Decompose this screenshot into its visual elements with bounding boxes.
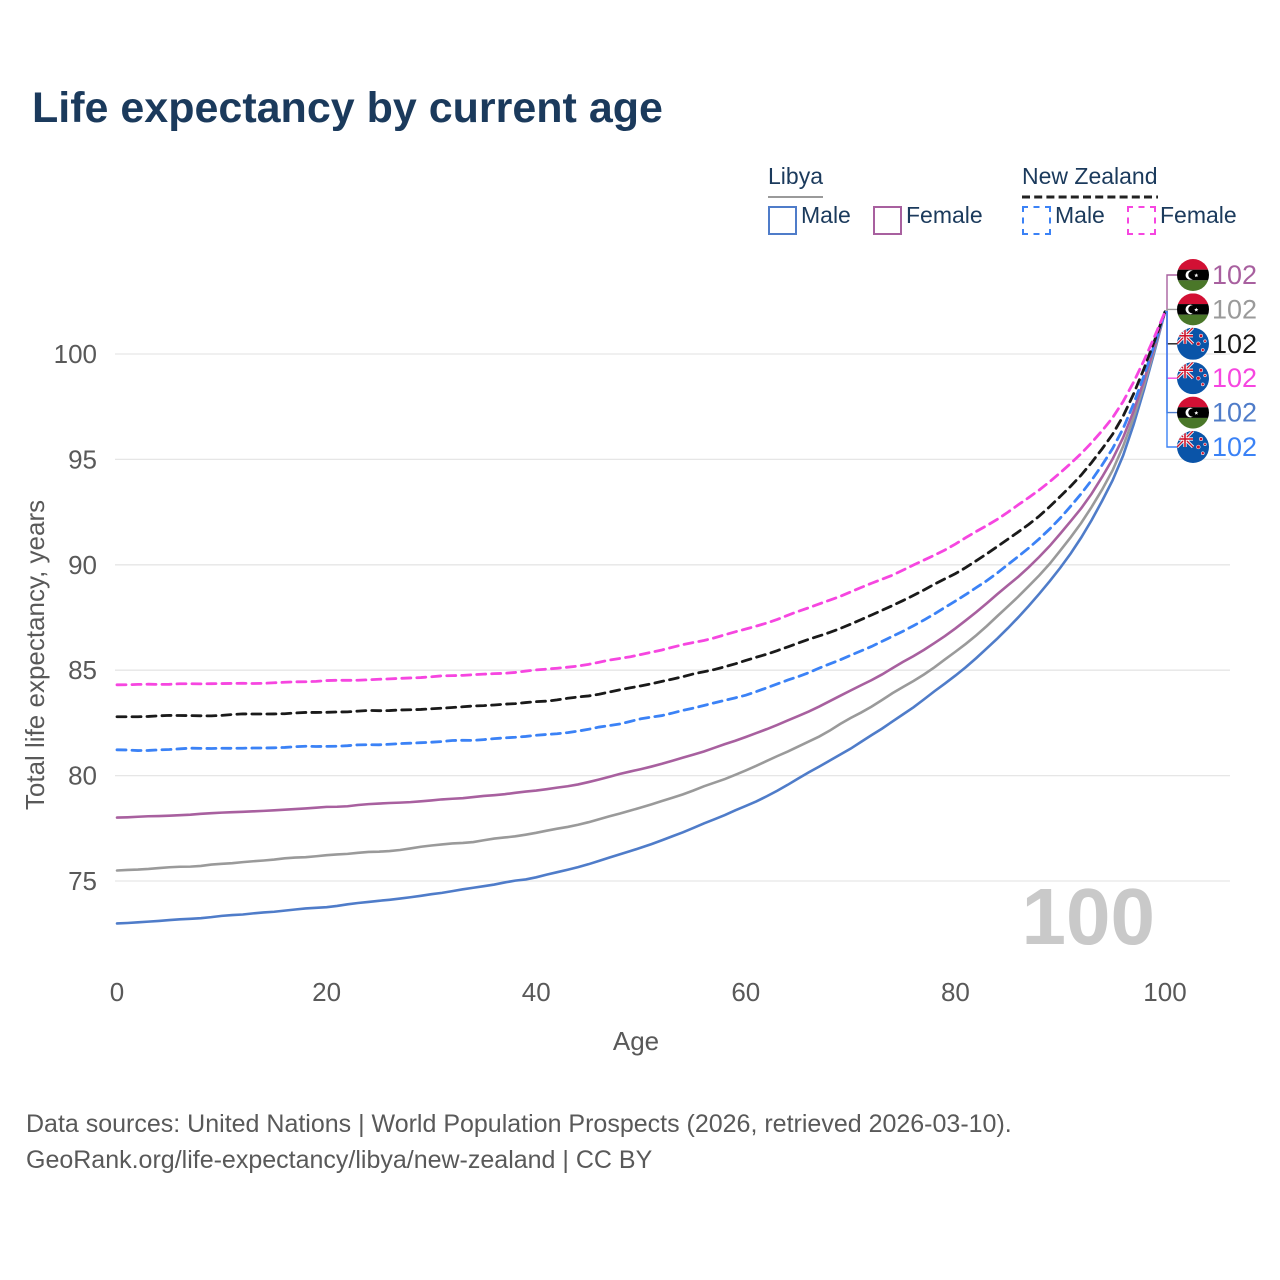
svg-text:85: 85 [68, 655, 97, 685]
svg-text:80: 80 [941, 977, 970, 1007]
svg-text:20: 20 [312, 977, 341, 1007]
svg-text:102: 102 [1212, 398, 1257, 428]
svg-text:102: 102 [1212, 363, 1257, 393]
svg-text:95: 95 [68, 444, 97, 474]
svg-text:90: 90 [68, 550, 97, 580]
svg-text:Age: Age [613, 1026, 659, 1056]
svg-text:100: 100 [54, 339, 97, 369]
svg-text:Total life expectancy, years: Total life expectancy, years [20, 500, 50, 810]
svg-text:102: 102 [1212, 329, 1257, 359]
svg-text:60: 60 [731, 977, 760, 1007]
svg-text:40: 40 [522, 977, 551, 1007]
svg-text:100: 100 [1143, 977, 1186, 1007]
svg-text:0: 0 [110, 977, 124, 1007]
svg-text:75: 75 [68, 866, 97, 896]
svg-text:102: 102 [1212, 294, 1257, 324]
svg-text:102: 102 [1212, 432, 1257, 462]
svg-text:100: 100 [1022, 872, 1155, 961]
svg-text:80: 80 [68, 761, 97, 791]
svg-text:102: 102 [1212, 260, 1257, 290]
